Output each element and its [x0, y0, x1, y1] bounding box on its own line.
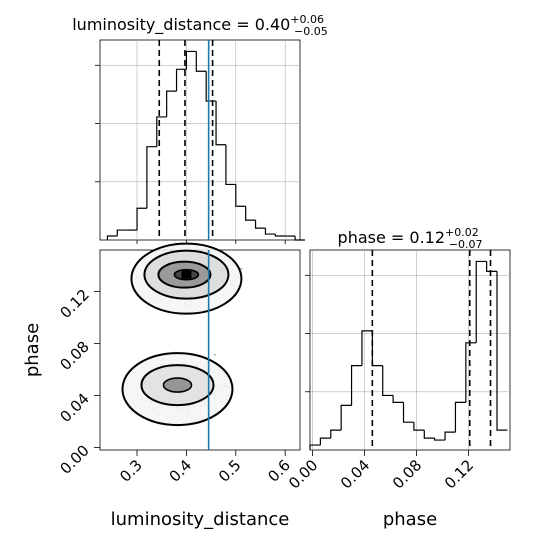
- grid-lines: [95, 40, 300, 240]
- histogram-bin: [486, 261, 498, 272]
- x-tick-label-phase: 0.00: [285, 456, 321, 492]
- contour-level: [162, 377, 193, 393]
- histogram-bin: [116, 229, 128, 237]
- histogram-bin: [106, 235, 118, 240]
- histogram-bin: [235, 184, 246, 207]
- histogram-bin: [434, 438, 446, 441]
- histogram-panel-luminosity-distance: luminosity_distance = 0.40+0.06 −0.05: [72, 13, 328, 241]
- y-tick-label-phase: 0.08: [56, 338, 92, 374]
- y-axis-label-phase: phase: [22, 323, 43, 377]
- density-peak: [181, 270, 192, 279]
- y-tick-label-phase: 0.12: [56, 286, 92, 322]
- x-tick-label-luminosity-distance: 0.4: [166, 456, 196, 486]
- histogram-bin: [319, 437, 331, 446]
- histogram-panel-phase: phase = 0.12+0.02 −0.07: [305, 226, 511, 451]
- histogram-bin: [340, 404, 352, 431]
- histogram-bin: [330, 429, 342, 439]
- histogram-bin: [382, 365, 394, 397]
- sample-point: [213, 353, 216, 356]
- sample-point: [240, 267, 243, 270]
- axis-ticks: 0.3 0.4 0.5 0.60.00 0.04 0.08 0.120.000.040.08…: [56, 240, 477, 492]
- histogram-bin: [175, 68, 187, 92]
- x-tick-label-phase: 0.08: [389, 456, 425, 492]
- histogram-bin: [361, 330, 373, 366]
- histogram-bin: [245, 206, 256, 221]
- histogram-marks: [309, 250, 508, 450]
- grid-lines: [305, 250, 510, 450]
- histogram-bin: [185, 50, 197, 70]
- histogram-bin: [195, 51, 207, 72]
- x-tick-label-luminosity-distance: 0.5: [215, 456, 245, 486]
- joint-contour-panel: [99, 242, 301, 451]
- histogram-bin: [205, 71, 217, 102]
- histogram-bin: [496, 271, 508, 431]
- histogram-bin: [156, 116, 167, 147]
- histogram-bin: [294, 236, 305, 241]
- contour-marks: [121, 242, 243, 450]
- histogram-bin: [475, 260, 487, 343]
- x-axis-label-luminosity-distance: luminosity_distance: [111, 509, 290, 530]
- histogram-bin: [309, 444, 321, 450]
- histogram-bin: [402, 402, 414, 423]
- panel-frame: [309, 249, 511, 451]
- panel-frame: [99, 39, 301, 241]
- histogram-bin: [225, 144, 236, 186]
- histogram-bin: [166, 90, 177, 117]
- histogram-bin: [254, 220, 266, 229]
- y-tick-label-phase: 0.00: [56, 442, 92, 478]
- histogram-bin: [215, 101, 226, 146]
- x-tick-label-phase: 0.04: [337, 456, 373, 492]
- histogram-bin: [465, 342, 477, 403]
- histogram-bin: [444, 431, 456, 441]
- histogram-bin: [454, 401, 466, 433]
- histogram-bin: [371, 330, 383, 367]
- histogram-bin: [264, 228, 276, 235]
- histogram-bin: [413, 422, 425, 431]
- x-tick-label-luminosity-distance: 0.3: [116, 456, 146, 486]
- histogram-bin: [274, 234, 286, 237]
- x-tick-label-phase: 0.12: [441, 456, 477, 492]
- histogram-bin: [146, 146, 157, 209]
- y-tick-label-phase: 0.04: [56, 390, 92, 426]
- histogram-bin: [423, 430, 435, 439]
- x-axis-label-phase: phase: [383, 509, 437, 530]
- histogram-bin: [392, 395, 404, 403]
- histogram-bin: [136, 207, 147, 231]
- panel-title-luminosity-distance: luminosity_distance = 0.40+0.06 −0.05: [72, 13, 328, 38]
- histogram-bin: [350, 365, 362, 406]
- histogram-marks: [106, 40, 305, 241]
- panel-title-phase: phase = 0.12+0.02 −0.07: [338, 226, 483, 251]
